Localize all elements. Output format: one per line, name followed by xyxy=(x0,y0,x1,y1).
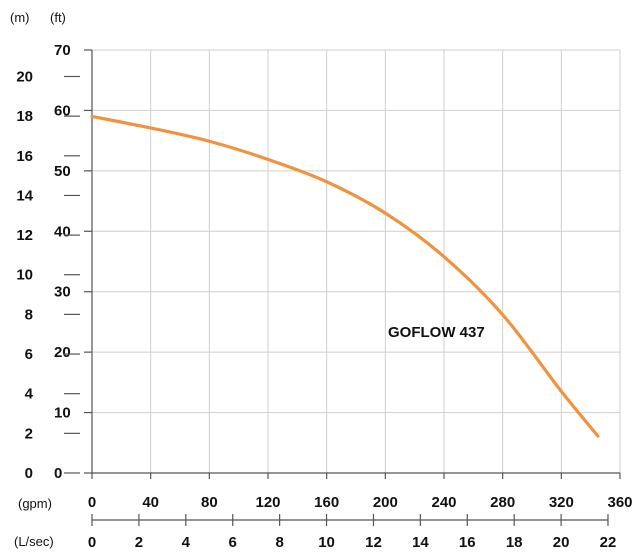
m-unit-label: (m) xyxy=(10,10,30,25)
lsec-tick-label: 6 xyxy=(229,534,237,551)
lsec-tick-label: 8 xyxy=(275,534,283,551)
ft-tick-label: 0 xyxy=(54,465,62,482)
gpm-tick-label: 200 xyxy=(373,494,398,511)
lsec-tick-label: 18 xyxy=(506,534,523,551)
lsec-tick-label: 10 xyxy=(318,534,335,551)
lsec-tick-label: 20 xyxy=(553,534,570,551)
m-tick-label: 6 xyxy=(25,346,33,363)
m-tick-label: 18 xyxy=(16,108,33,125)
ft-tick-label: 70 xyxy=(54,42,71,59)
gpm-tick-label: 320 xyxy=(549,494,574,511)
ft-tick-label: 20 xyxy=(54,344,71,361)
lsec-tick-label: 4 xyxy=(182,534,191,551)
ft-tick-label: 40 xyxy=(54,223,71,240)
m-tick-label: 10 xyxy=(16,267,33,284)
lsec-tick-label: 0 xyxy=(88,534,96,551)
lsec-tick-label: 14 xyxy=(412,534,429,551)
m-tick-label: 16 xyxy=(16,148,33,165)
gpm-tick-label: 160 xyxy=(314,494,339,511)
ft-tick-label: 60 xyxy=(54,102,71,119)
m-tick-label: 14 xyxy=(16,187,33,204)
series-line xyxy=(90,114,600,438)
gpm-tick-label: 0 xyxy=(88,494,96,511)
gpm-tick-label: 120 xyxy=(255,494,280,511)
lsec-unit-label: (L/sec) xyxy=(14,534,54,549)
ft-tick-label: 50 xyxy=(54,163,71,180)
ft-unit-label: (ft) xyxy=(50,10,66,25)
m-tick-label: 8 xyxy=(25,306,33,323)
gpm-tick-label: 360 xyxy=(607,494,632,511)
gpm-tick-label: 80 xyxy=(201,494,218,511)
series-label: GOFLOW 437 xyxy=(388,324,485,341)
gpm-tick-label: 280 xyxy=(490,494,515,511)
lsec-tick-label: 22 xyxy=(600,534,617,551)
m-tick-label: 20 xyxy=(16,68,33,85)
ft-tick-label: 10 xyxy=(54,405,71,422)
m-tick-label: 0 xyxy=(25,465,33,482)
m-tick-label: 12 xyxy=(16,227,33,244)
m-tick-label: 2 xyxy=(25,425,33,442)
lsec-tick-label: 2 xyxy=(135,534,143,551)
ft-tick-label: 30 xyxy=(54,284,71,301)
lsec-tick-label: 12 xyxy=(365,534,382,551)
m-tick-label: 4 xyxy=(25,386,34,403)
gpm-tick-label: 40 xyxy=(142,494,159,511)
gpm-tick-label: 240 xyxy=(431,494,456,511)
lsec-tick-label: 16 xyxy=(459,534,476,551)
gpm-unit-label: (gpm) xyxy=(18,496,52,511)
